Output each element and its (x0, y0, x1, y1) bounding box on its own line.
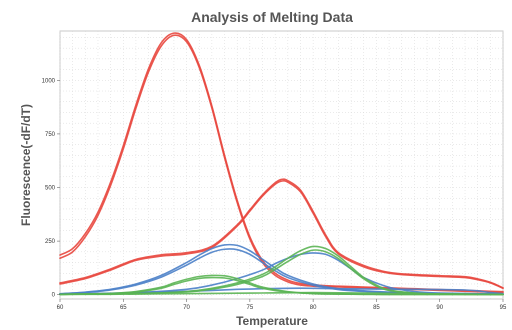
series-line-13 (59, 291, 504, 296)
chart-title: Analysis of Melting Data (191, 9, 353, 25)
series-line-7 (59, 252, 504, 295)
x-axis-ticks: 60 65 70 75 80 85 90 95 (57, 299, 507, 311)
x-tick-label: 85 (373, 305, 380, 311)
x-tick-label: 75 (247, 305, 254, 311)
y-tick-label: 500 (45, 186, 56, 192)
x-tick-label: 95 (500, 305, 507, 311)
y-tick-label: 1000 (42, 78, 56, 84)
series-layer (59, 32, 504, 296)
x-tick-label: 65 (120, 305, 127, 311)
series-line-4 (59, 178, 504, 289)
x-tick-label: 90 (436, 305, 443, 311)
series-line-6 (59, 248, 504, 296)
plot-area (59, 30, 504, 300)
gridlines (59, 31, 504, 299)
y-tick-label: 750 (45, 132, 56, 138)
x-tick-label: 80 (310, 305, 317, 311)
y-axis-ticks: 0 250 500 750 1000 (42, 78, 60, 299)
series-line-12 (59, 249, 504, 296)
y-tick-label: 0 (52, 293, 56, 299)
x-tick-label: 60 (57, 305, 64, 311)
y-tick-label: 250 (45, 239, 56, 245)
x-tick-label: 70 (183, 305, 190, 311)
series-line-3 (59, 179, 504, 290)
y-axis-title: Fluorescence(-dF/dT) (19, 104, 33, 226)
x-axis-title: Temperature (236, 314, 308, 328)
